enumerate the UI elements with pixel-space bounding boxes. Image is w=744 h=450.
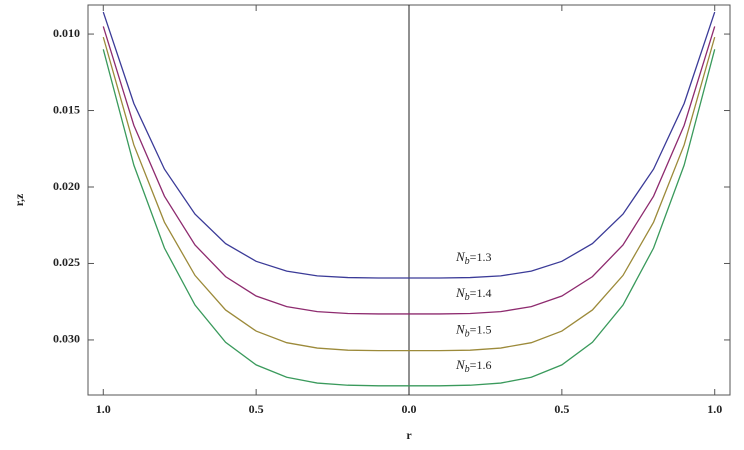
curve <box>102 11 716 279</box>
label-value: =1.5 <box>470 322 492 336</box>
label-value: =1.3 <box>470 250 492 264</box>
label-subscript: b <box>465 256 470 267</box>
label-symbol: N <box>455 285 466 300</box>
label-subscript: b <box>465 364 470 375</box>
label-symbol: N <box>455 357 466 372</box>
x-axis-label: r <box>406 428 412 442</box>
x-tick-label: 0.5 <box>554 402 569 416</box>
curve <box>102 36 716 352</box>
y-tick-label: 0.030 <box>53 332 80 346</box>
y-tick-label: 0.015 <box>53 102 80 116</box>
label-value: =1.6 <box>470 358 492 372</box>
y-tick-label: 0.010 <box>53 26 80 40</box>
curve <box>102 26 716 315</box>
y-tick-label: 0.020 <box>53 179 80 193</box>
x-tick-label: 1.0 <box>96 402 111 416</box>
series-label: Nb=1.5 <box>455 322 491 340</box>
label-subscript: b <box>465 329 470 340</box>
series-label: Nb=1.4 <box>455 285 491 303</box>
label-symbol: N <box>455 249 466 264</box>
series-label: Nb=1.3 <box>455 249 491 267</box>
curve <box>102 49 716 387</box>
label-subscript: b <box>465 292 470 303</box>
y-tick-label: 0.025 <box>53 255 80 269</box>
y-axis-label: r,z <box>12 193 26 206</box>
label-symbol: N <box>455 322 466 337</box>
x-tick-label: 1.0 <box>707 402 722 416</box>
series-label: Nb=1.6 <box>455 357 491 375</box>
label-value: =1.4 <box>470 286 492 300</box>
x-tick-label: 0.5 <box>249 402 264 416</box>
x-tick-label: 0.0 <box>402 402 417 416</box>
